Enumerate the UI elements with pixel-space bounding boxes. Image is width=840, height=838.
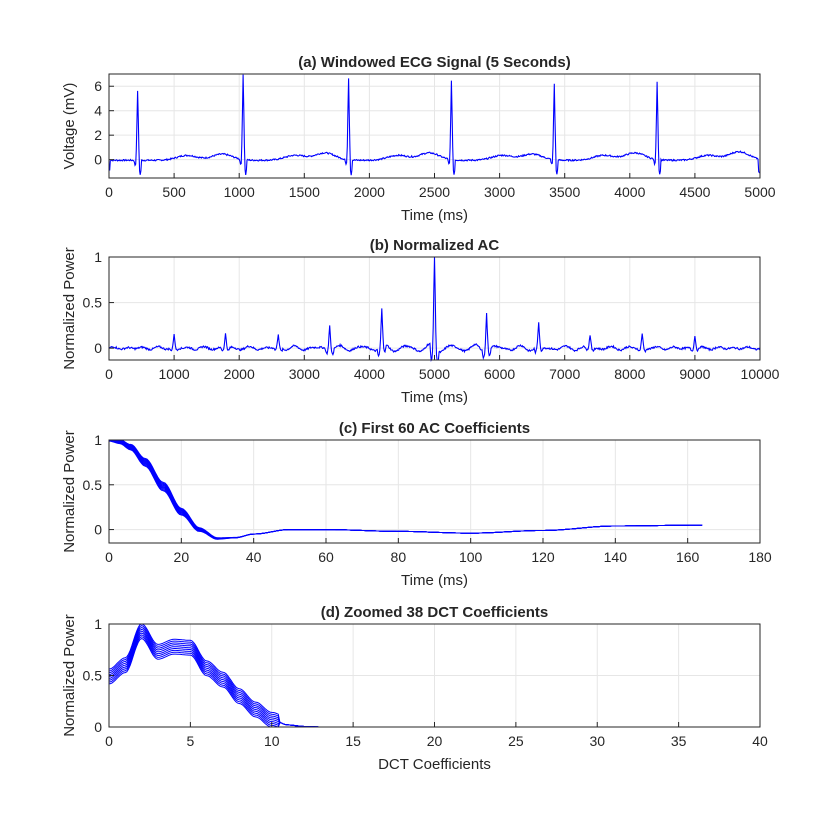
x-tick-label: 0 xyxy=(105,366,113,382)
chart-panel-2: 0 1000 2000 3000 4000 5000 6000 7000 8000 9000 100… xyxy=(61,237,780,406)
x-tick-label: 100 xyxy=(459,549,483,565)
x-tick-label: 0 xyxy=(105,184,113,200)
x-tick-label: 10 xyxy=(264,733,280,749)
y-axis-label: Normalized Power xyxy=(61,247,78,370)
y-axis-label: Voltage (mV) xyxy=(61,83,78,170)
y-tick-label: 0.5 xyxy=(83,477,103,493)
x-tick-label: 4500 xyxy=(679,184,710,200)
x-axis-label: Time (ms) xyxy=(401,572,468,589)
x-tick-label: 0 xyxy=(105,549,113,565)
x-tick-label: 35 xyxy=(671,733,687,749)
series-line xyxy=(108,74,761,176)
y-tick-label: 0 xyxy=(94,340,102,356)
x-tick-label: 3000 xyxy=(289,366,320,382)
x-tick-label: 40 xyxy=(752,733,768,749)
x-tick-label: 2000 xyxy=(354,184,385,200)
x-axis-label: Time (ms) xyxy=(401,207,468,224)
x-tick-label: 4000 xyxy=(614,184,645,200)
x-tick-label: 3000 xyxy=(484,184,515,200)
y-tick-label: 0 xyxy=(94,152,102,168)
chart-panel-3: 0 20 40 60 80 100 120 140 160 180 0 0.5 1 (c) First 6… xyxy=(61,420,772,589)
x-tick-label: 180 xyxy=(748,549,772,565)
x-tick-label: 60 xyxy=(318,549,334,565)
x-tick-label: 500 xyxy=(162,184,186,200)
x-tick-label: 140 xyxy=(604,549,628,565)
y-tick-label: 4 xyxy=(94,103,102,119)
x-tick-label: 10000 xyxy=(741,366,780,382)
y-axis-label: Normalized Power xyxy=(61,430,78,553)
x-tick-label: 30 xyxy=(589,733,605,749)
x-tick-label: 20 xyxy=(427,733,443,749)
series-line xyxy=(109,439,703,539)
x-tick-label: 4000 xyxy=(354,366,385,382)
y-axis-label: Normalized Power xyxy=(61,614,78,737)
x-tick-label: 2000 xyxy=(224,366,255,382)
y-tick-label: 0 xyxy=(94,522,102,538)
y-tick-label: 0.5 xyxy=(83,295,103,311)
y-tick-label: 0 xyxy=(94,719,102,735)
x-tick-label: 5 xyxy=(186,733,194,749)
x-tick-label: 5000 xyxy=(744,184,775,200)
x-tick-label: 15 xyxy=(345,733,361,749)
x-tick-label: 1000 xyxy=(159,366,190,382)
plot-area xyxy=(109,440,760,543)
x-tick-label: 120 xyxy=(531,549,555,565)
x-tick-label: 20 xyxy=(174,549,190,565)
y-tick-label: 2 xyxy=(94,127,102,143)
axes-box xyxy=(108,439,761,544)
chart-panel-1: 0 500 1000 1500 2000 2500 3000 3500 4000 4500 5000… xyxy=(61,54,776,224)
x-tick-label: 2500 xyxy=(419,184,450,200)
chart-title: (a) Windowed ECG Signal (5 Seconds) xyxy=(298,54,570,71)
x-tick-label: 6000 xyxy=(484,366,515,382)
x-axis-label: DCT Coefficients xyxy=(378,756,491,773)
chart-title: (d) Zoomed 38 DCT Coefficients xyxy=(321,604,549,621)
x-tick-label: 40 xyxy=(246,549,262,565)
y-tick-label: 0.5 xyxy=(83,668,103,684)
x-tick-label: 80 xyxy=(391,549,407,565)
x-tick-label: 3500 xyxy=(549,184,580,200)
chart-title: (c) First 60 AC Coefficients xyxy=(339,420,530,437)
x-tick-label: 7000 xyxy=(549,366,580,382)
y-tick-label: 1 xyxy=(94,249,102,265)
x-tick-label: 160 xyxy=(676,549,700,565)
chart-panel-4: 0 5 10 15 20 25 30 35 40 0 0.5 1 (d) Zoomed 38 DCT C… xyxy=(61,604,768,773)
x-tick-label: 5000 xyxy=(419,366,450,382)
x-axis-label: Time (ms) xyxy=(401,389,468,406)
x-tick-label: 9000 xyxy=(679,366,710,382)
x-tick-label: 0 xyxy=(105,733,113,749)
y-tick-label: 1 xyxy=(94,432,102,448)
y-tick-label: 1 xyxy=(94,616,102,632)
x-tick-label: 25 xyxy=(508,733,524,749)
x-tick-label: 8000 xyxy=(614,366,645,382)
chart-title: (b) Normalized AC xyxy=(370,237,500,254)
x-tick-label: 1500 xyxy=(289,184,320,200)
x-tick-label: 1000 xyxy=(224,184,255,200)
y-tick-label: 6 xyxy=(94,78,102,94)
